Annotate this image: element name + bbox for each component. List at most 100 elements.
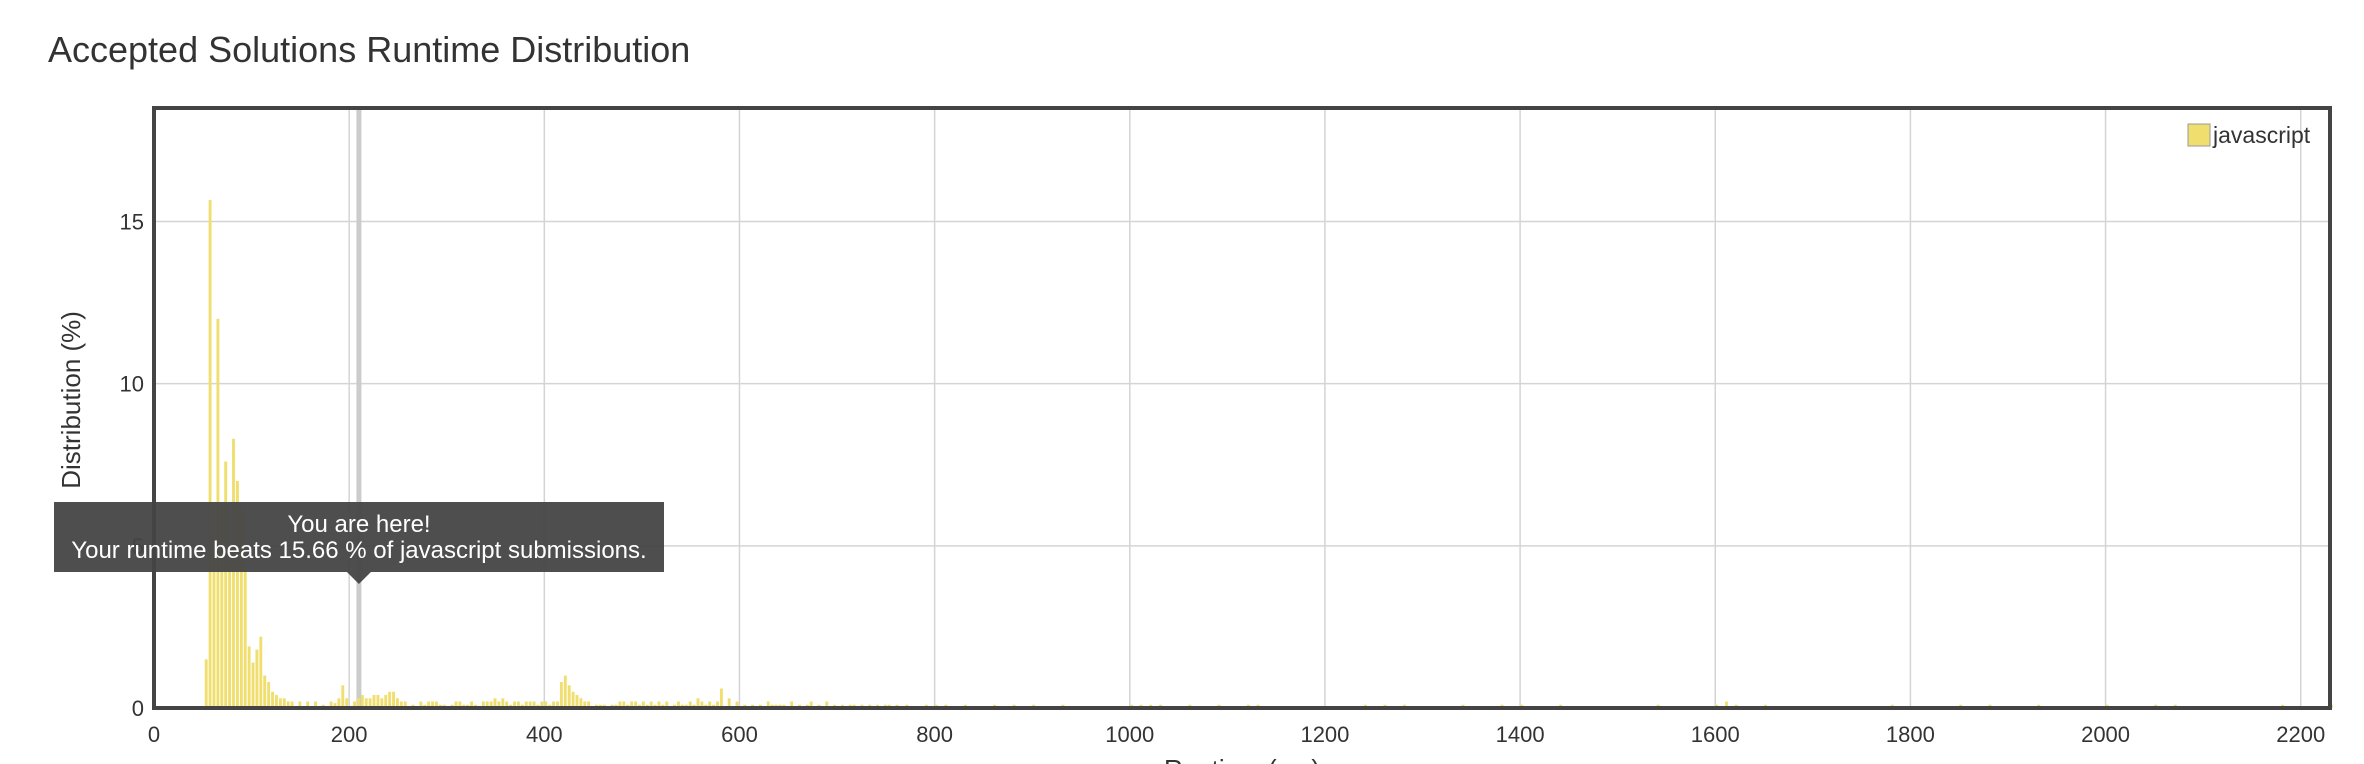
bar [634,701,637,708]
x-tick-label: 400 [526,722,563,747]
bar [274,695,278,708]
bar [505,701,509,708]
grid-lines [153,108,2330,709]
bar [271,691,274,708]
x-tick-label: 1000 [1105,722,1154,747]
bar [489,701,493,708]
bar [688,701,692,708]
bar [641,701,645,708]
bar [329,701,333,708]
tooltip-message: Your runtime beats 15.66 % of javascript… [71,537,646,564]
bar [251,662,255,708]
x-tick-label: 2000 [2081,722,2130,747]
bar [583,701,587,708]
bar [403,701,407,708]
bar [552,701,556,708]
bar [649,701,653,708]
bar [544,701,548,708]
bar [735,701,739,708]
bar [419,701,423,708]
bar [516,701,520,708]
bar [501,698,505,708]
y-tick-label: 0 [132,696,144,721]
bar [470,701,474,708]
bar [587,701,591,708]
bar [540,701,544,708]
y-axis-ticks: 051015 [120,210,144,721]
y-tick-label: 10 [120,372,144,397]
plot-frame [152,106,2332,710]
bar [384,695,388,708]
x-axis-label: Runtime (ms) [1164,754,1320,764]
bar [353,701,356,708]
bar [528,701,532,708]
bar [376,695,380,708]
current-runtime-marker [356,108,362,708]
bar [228,545,232,708]
bar [360,695,364,708]
x-tick-label: 600 [721,722,758,747]
bar [263,675,267,708]
bar [677,701,680,708]
bar [481,701,485,708]
bar [392,691,395,708]
bar [212,552,216,708]
bar [267,682,271,708]
bar [497,701,501,708]
bar [337,698,341,708]
bar [563,675,567,708]
x-tick-label: 1400 [1496,722,1545,747]
bar [278,698,282,708]
bar [431,701,435,708]
bar [372,695,376,708]
bar [243,565,247,708]
bar [559,682,563,708]
bar-series [204,200,2333,709]
bar [314,701,317,708]
bar [427,701,431,708]
bar [622,701,626,708]
bar [708,701,712,708]
bar [825,701,829,708]
bar [630,701,634,708]
bar [232,438,235,708]
bar [306,701,310,708]
bar [259,636,263,708]
bar [532,701,536,708]
bar [571,691,575,708]
bar [719,688,723,708]
marker-band [356,108,362,708]
bar [345,698,349,708]
bar [575,695,579,708]
x-tick-label: 1600 [1691,722,1740,747]
bar [809,701,813,708]
x-tick-label: 1800 [1886,722,1935,747]
x-tick-label: 1200 [1300,722,1349,747]
bar [247,646,251,708]
bar [239,506,243,708]
page-title: Accepted Solutions Runtime Distribution [48,29,691,70]
bar [618,701,622,708]
bar [716,701,719,708]
bar [388,691,392,708]
x-tick-label: 2200 [2276,722,2325,747]
bar [579,698,583,708]
bar [220,503,224,708]
bar [524,701,528,708]
bar [356,698,360,708]
y-axis-label: Distribution (%) [56,311,86,489]
bar [696,698,700,708]
legend-swatch-javascript [2187,123,2211,147]
x-tick-label: 200 [331,722,368,747]
tooltip-title: You are here! [287,511,430,538]
y-tick-label: 15 [120,210,144,235]
bar [235,480,239,708]
bar [380,698,384,708]
bar [364,698,368,708]
legend[interactable]: javascript [2187,122,2311,148]
runtime-tooltip: You are here! Your runtime beats 15.66 %… [54,502,664,584]
bar [368,698,372,708]
bar [700,701,704,708]
bar [790,701,794,708]
